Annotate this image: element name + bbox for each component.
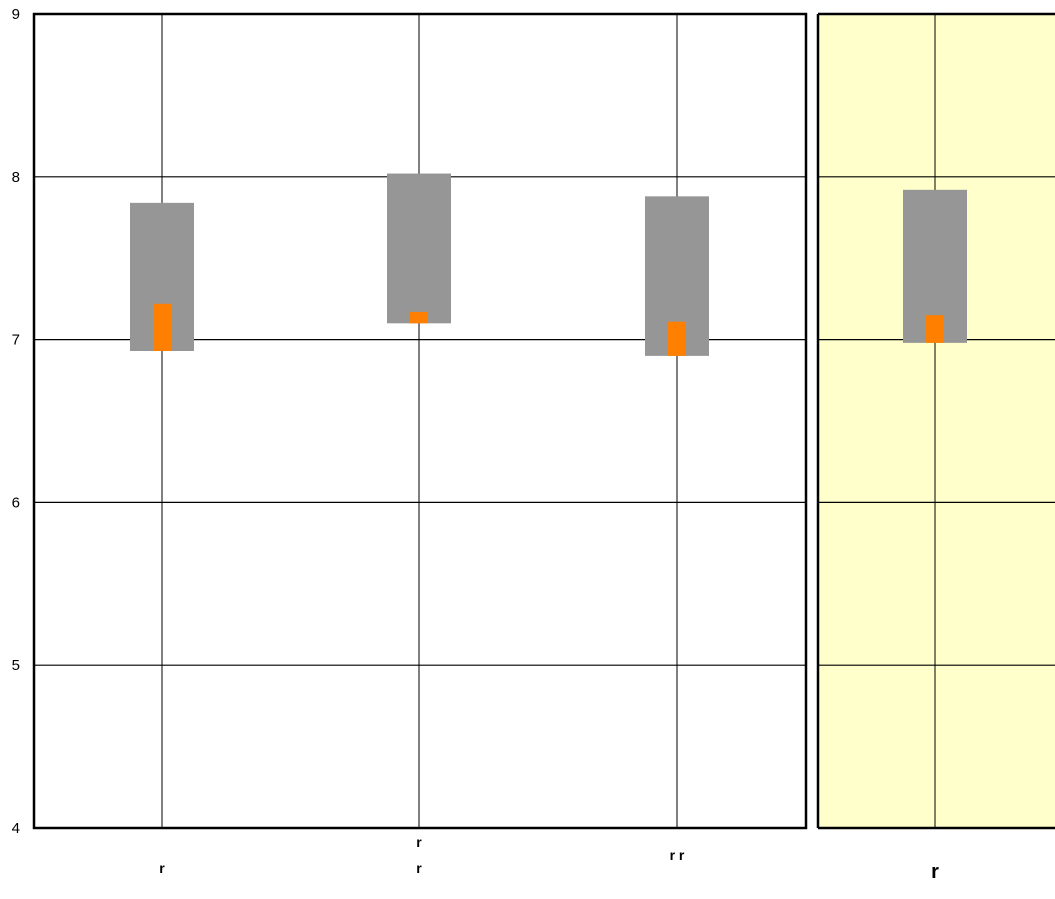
y-tick-label: 4 [12, 820, 20, 837]
boxes [130, 173, 967, 356]
y-tick-label: 6 [12, 494, 20, 511]
median-box [668, 321, 686, 356]
y-tick-label: 9 [12, 6, 20, 23]
category-label: r [416, 834, 422, 850]
highlight-panel [818, 14, 1055, 828]
median-box [153, 303, 171, 351]
main-plot-frame [32, 12, 808, 830]
median-box [926, 315, 944, 343]
y-tick-labels: 4 5 6 7 8 9 [12, 6, 20, 837]
axes [32, 12, 1055, 830]
category-label: r [931, 861, 939, 883]
y-tick-label: 5 [12, 657, 20, 674]
category-label: r [416, 860, 422, 876]
main-panel [34, 14, 806, 828]
y-tick-label: 8 [12, 169, 20, 186]
median-box [410, 311, 428, 324]
category-label: r [159, 860, 165, 876]
chart-panels [34, 14, 1055, 828]
range-box [387, 173, 451, 324]
category-label: r r [670, 847, 685, 863]
y-tick-label: 7 [12, 332, 20, 349]
